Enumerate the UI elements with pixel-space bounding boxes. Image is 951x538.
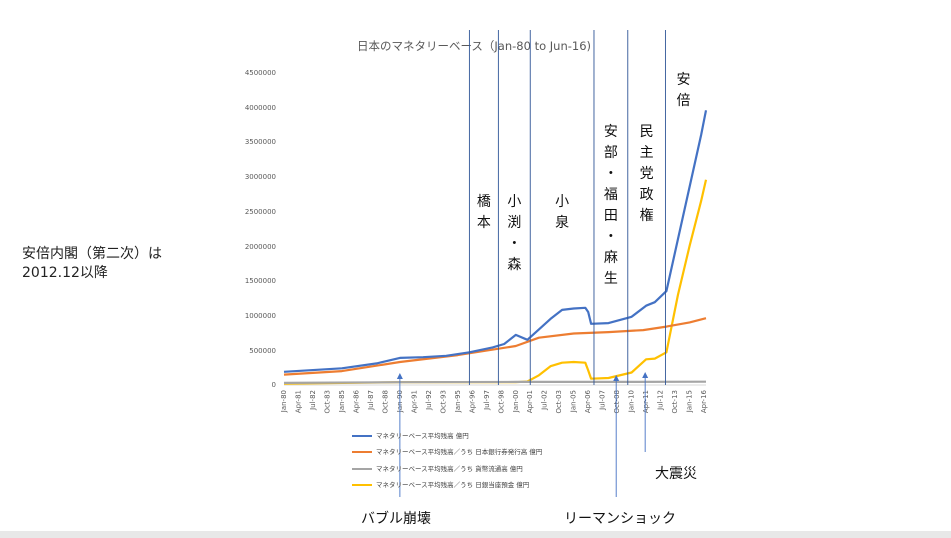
x-tick-label: Apr-06 bbox=[584, 389, 592, 413]
annotation-label: バブル崩壊 bbox=[361, 510, 431, 527]
x-tick-label: Jul-02 bbox=[541, 390, 549, 411]
y-tick-label: 500000 bbox=[249, 347, 276, 355]
y-tick-label: 0 bbox=[272, 381, 276, 389]
annotation-arrow-head bbox=[396, 373, 403, 379]
x-tick-label: Oct-88 bbox=[381, 390, 389, 414]
x-tick-label: Jan-00 bbox=[512, 390, 520, 413]
era-label: 安部・福田・麻生 bbox=[604, 124, 618, 287]
x-tick-label: Jan-10 bbox=[628, 390, 636, 413]
era-markers: 橋本 小渕・森 小泉 安部・福田・麻生 民主党政権 安倍 bbox=[468, 30, 690, 385]
y-tick-label: 3000000 bbox=[245, 173, 276, 181]
x-tick-label: Apr-86 bbox=[352, 389, 360, 413]
x-tick-label: Jul-97 bbox=[483, 390, 491, 411]
y-tick-label: 1500000 bbox=[245, 277, 276, 285]
y-tick-label: 3500000 bbox=[245, 138, 276, 146]
bottom-strip bbox=[0, 531, 951, 538]
series-line bbox=[283, 179, 708, 385]
y-tick-label: 2500000 bbox=[245, 208, 276, 216]
x-tick-label: Jan-85 bbox=[338, 390, 346, 413]
y-tick-label: 4500000 bbox=[245, 69, 276, 77]
y-tick-label: 4000000 bbox=[245, 104, 276, 112]
annotation-arrow-head bbox=[613, 375, 620, 381]
x-tick-label: Oct-98 bbox=[497, 390, 505, 414]
y-tick-label: 2000000 bbox=[245, 243, 276, 251]
era-label: 橋本 bbox=[477, 194, 491, 231]
x-tick-label: Oct-08 bbox=[613, 390, 621, 414]
x-tick-label: Oct-13 bbox=[671, 390, 679, 414]
legend-label: マネタリーベース平均残高／うち 日銀当座預金 億円 bbox=[376, 480, 529, 489]
annotation-label: リーマンショック bbox=[564, 511, 676, 527]
x-tick-label: Apr-96 bbox=[468, 389, 476, 413]
era-label: 安倍 bbox=[676, 72, 690, 109]
legend-label: マネタリーベース平均残高 億円 bbox=[376, 431, 469, 440]
x-tick-label: Jul-92 bbox=[425, 390, 433, 411]
x-tick-label: Jul-12 bbox=[657, 390, 665, 411]
x-tick-label: Oct-83 bbox=[323, 390, 331, 414]
x-tick-label: Apr-16 bbox=[700, 389, 708, 413]
side-note: 安倍内閣（第二次）は 2012.12以降 bbox=[22, 245, 162, 281]
side-note-line: 2012.12以降 bbox=[22, 265, 108, 281]
x-tick-label: Apr-01 bbox=[526, 390, 534, 413]
era-label: 小泉 bbox=[555, 194, 569, 231]
x-tick-label: Oct-93 bbox=[439, 390, 447, 414]
x-tick-label: Apr-81 bbox=[294, 390, 302, 413]
x-tick-label: Jan-15 bbox=[686, 390, 694, 413]
annotation-label: 大震災 bbox=[655, 466, 697, 482]
x-tick-label: Jul-07 bbox=[599, 390, 607, 411]
series-lines bbox=[283, 110, 708, 385]
y-axis: 0 500000 1000000 1500000 2000000 2500000… bbox=[245, 69, 276, 389]
annotation-arrow-head bbox=[642, 372, 649, 378]
y-tick-label: 1000000 bbox=[245, 312, 276, 320]
era-label: 小渕・森 bbox=[507, 194, 521, 273]
x-tick-labels: Jan-80 Apr-81 Jul-82 Oct-83 Jan-85 Apr-86 Jul-… bbox=[280, 389, 708, 413]
chart-title: 日本のマネタリーベース（Jan-80 to Jun-16) bbox=[357, 39, 591, 53]
x-tick-label: Jan-05 bbox=[570, 390, 578, 413]
legend-label: マネタリーベース平均残高／うち 貨幣流通高 億円 bbox=[376, 464, 523, 473]
x-tick-label: Jan-80 bbox=[280, 390, 288, 413]
legend: マネタリーベース平均残高 億円 マネタリーベース平均残高／うち 日本銀行券発行高… bbox=[352, 431, 542, 489]
series-line bbox=[283, 380, 707, 384]
x-tick-label: Oct-03 bbox=[555, 390, 563, 414]
x-tick-label: Jan-95 bbox=[454, 390, 462, 413]
legend-label: マネタリーベース平均残高／うち 日本銀行券発行高 億円 bbox=[376, 447, 542, 456]
x-tick-label: Jul-82 bbox=[309, 390, 317, 411]
series-line bbox=[283, 317, 707, 376]
series-line bbox=[283, 110, 708, 373]
x-tick-label: Jul-87 bbox=[367, 390, 375, 411]
event-annotations: バブル崩壊 リーマンショック 大震災 bbox=[361, 372, 697, 527]
side-note-line: 安倍内閣（第二次）は bbox=[22, 245, 162, 262]
era-label: 民主党政権 bbox=[640, 124, 654, 224]
x-tick-label: Apr-11 bbox=[642, 390, 650, 413]
x-tick-label: Apr-91 bbox=[410, 390, 418, 413]
